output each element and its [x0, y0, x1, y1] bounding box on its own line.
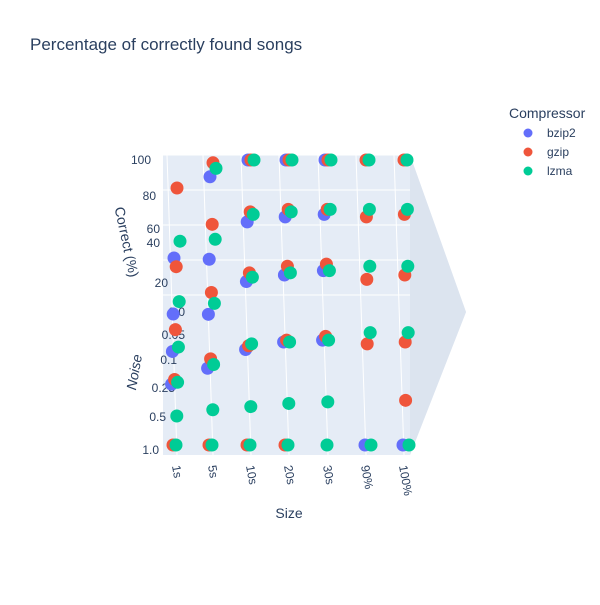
x-tick-label: 20s [281, 464, 298, 485]
z-axis-title: Noise [123, 353, 145, 391]
legend-label: gzip [547, 145, 569, 159]
data-point-lzma[interactable] [322, 333, 336, 347]
data-point-lzma[interactable] [320, 438, 334, 452]
data-point-lzma[interactable] [205, 438, 219, 452]
data-point-lzma[interactable] [173, 234, 187, 248]
data-point-gzip[interactable] [360, 337, 374, 351]
data-point-gzip[interactable] [360, 272, 374, 286]
data-point-gzip[interactable] [169, 260, 183, 274]
y-tick-label: 80 [143, 189, 157, 203]
data-point-lzma[interactable] [281, 438, 295, 452]
chart-title: Percentage of correctly found songs [30, 35, 302, 54]
y-tick-label: 40 [147, 236, 161, 250]
data-point-gzip[interactable] [170, 181, 184, 195]
data-point-lzma[interactable] [171, 340, 185, 354]
legend-title: Compressor [509, 105, 586, 121]
data-point-lzma[interactable] [362, 153, 376, 167]
data-point-lzma[interactable] [283, 335, 297, 349]
data-point-lzma[interactable] [400, 202, 414, 216]
legend-item-gzip[interactable]: gzip [523, 145, 570, 159]
data-point-lzma[interactable] [401, 326, 415, 340]
gridline-x [166, 154, 178, 456]
x-tick-label: 90% [358, 464, 376, 490]
x-tick-label: 100% [396, 464, 415, 497]
y-tick-label: 100 [131, 153, 151, 167]
data-point-lzma[interactable] [364, 438, 378, 452]
legend-item-bzip2[interactable]: bzip2 [523, 126, 577, 140]
data-point-lzma[interactable] [323, 202, 337, 216]
data-point-lzma[interactable] [207, 296, 221, 310]
gridline-x [355, 154, 367, 456]
x-tick-label: 10s [243, 464, 260, 485]
data-point-lzma[interactable] [171, 375, 185, 389]
legend-marker [523, 166, 533, 176]
scene [163, 154, 466, 456]
data-point-lzma[interactable] [208, 232, 222, 246]
data-point-gzip[interactable] [205, 217, 219, 231]
data-point-lzma[interactable] [246, 207, 260, 221]
z-tick-label: 1.0 [142, 443, 159, 457]
x-tick-label: 30s [320, 464, 337, 485]
legend-label: bzip2 [547, 126, 576, 140]
data-point-lzma[interactable] [362, 202, 376, 216]
data-point-lzma[interactable] [401, 259, 415, 273]
legend-label: lzma [547, 164, 573, 178]
data-point-lzma[interactable] [170, 409, 184, 423]
data-point-lzma[interactable] [243, 438, 257, 452]
legend-item-lzma[interactable]: lzma [523, 164, 573, 178]
data-point-lzma[interactable] [363, 259, 377, 273]
data-points [165, 153, 416, 452]
data-point-lzma[interactable] [284, 205, 298, 219]
data-point-lzma[interactable] [402, 438, 416, 452]
y-axis-title: Correct (%) [112, 205, 143, 278]
right-pane [410, 155, 466, 455]
data-point-lzma[interactable] [285, 153, 299, 167]
data-point-lzma[interactable] [206, 403, 220, 417]
data-point-lzma[interactable] [400, 153, 414, 167]
data-point-lzma[interactable] [282, 396, 296, 410]
data-point-lzma[interactable] [322, 264, 336, 278]
data-point-lzma[interactable] [169, 438, 183, 452]
data-point-lzma[interactable] [324, 153, 338, 167]
y-tick-label: 60 [147, 222, 161, 236]
data-point-lzma[interactable] [207, 357, 221, 371]
y-tick-label: 20 [155, 276, 169, 290]
data-point-lzma[interactable] [245, 270, 259, 284]
data-point-lzma[interactable] [244, 400, 258, 414]
data-point-lzma[interactable] [283, 266, 297, 280]
x-tick-label: 1s [169, 464, 185, 479]
data-point-bzip2[interactable] [201, 307, 215, 321]
data-point-gzip[interactable] [168, 323, 182, 337]
legend: Compressor bzip2 gzip lzma [509, 105, 586, 178]
data-point-lzma[interactable] [363, 326, 377, 340]
data-point-gzip[interactable] [399, 393, 413, 407]
legend-marker [523, 128, 533, 138]
x-axis-title: Size [275, 505, 302, 521]
back-pane [163, 155, 466, 455]
data-point-lzma[interactable] [247, 153, 261, 167]
z-tick-label: 0.5 [149, 410, 166, 424]
data-point-gzip[interactable] [204, 285, 218, 299]
data-point-lzma[interactable] [245, 337, 259, 351]
data-point-bzip2[interactable] [202, 252, 216, 266]
data-point-bzip2[interactable] [166, 307, 180, 321]
data-point-lzma[interactable] [321, 395, 335, 409]
x-tick-label: 5s [205, 464, 221, 479]
legend-marker [523, 147, 533, 157]
data-point-lzma[interactable] [172, 295, 186, 309]
data-point-lzma[interactable] [209, 161, 223, 175]
